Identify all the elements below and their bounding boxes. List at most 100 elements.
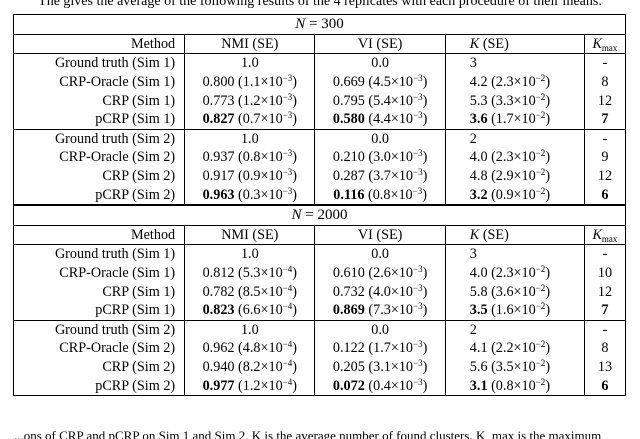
nmi-cell: 0.782 (8.5×10−4)	[184, 282, 316, 301]
kmax-cell: 6	[583, 185, 627, 205]
nmi-cell: 0.823 (6.6×10−4)	[184, 300, 316, 320]
vi-cell-value: 0.210	[332, 149, 365, 166]
vi-cell-value: 0.0	[371, 55, 389, 72]
nmi-cell-value: 0.963	[202, 186, 235, 203]
method-cell: CRP (Sim 2)	[12, 166, 186, 186]
kmax-cell: 13	[583, 357, 627, 377]
vi-cell: 0.0	[314, 244, 446, 264]
vi-cell: 0.869 (7.3×10−3)	[314, 300, 446, 320]
vi-cell-se: (4.4×10−3)	[368, 110, 428, 128]
results-table: N = 300 Method NMI (SE) VI (SE) K (SE) Kmax Gr…	[12, 14, 627, 396]
method-cell: CRP-Oracle (Sim 2)	[12, 148, 186, 167]
k-cell-value: 5.6	[469, 358, 488, 375]
k-cell: 4.8 (2.9×10−2)	[444, 166, 585, 186]
nmi-cell-se: (0.7×10−3)	[238, 110, 298, 128]
vi-cell: 0.0	[314, 53, 446, 73]
k-cell-value: 2	[469, 321, 477, 338]
k-cell: 3.5 (1.6×10−2)	[444, 300, 585, 320]
vi-cell-se: (2.6×10−3)	[368, 264, 428, 282]
k-cell: 3	[444, 53, 585, 73]
vi-cell-se: (4.0×10−3)	[368, 282, 428, 300]
nmi-cell-se: (8.2×10−4)	[238, 357, 298, 375]
method-cell: pCRP (Sim 2)	[12, 185, 186, 205]
nmi-cell: 0.977 (1.2×10−4)	[184, 376, 316, 396]
nmi-cell-se: (0.8×10−3)	[238, 148, 298, 166]
nmi-cell-se: (8.5×10−4)	[238, 282, 298, 300]
nmi-cell: 1.0	[184, 244, 316, 264]
k-cell-value: 4.1	[469, 340, 488, 357]
k-cell-se: (0.8×10−2)	[491, 376, 551, 394]
nmi-cell-value: 0.773	[202, 92, 235, 109]
n-label: N = 300	[13, 14, 626, 35]
nmi-cell-value: 1.0	[240, 246, 259, 263]
vi-cell-value: 0.795	[332, 92, 365, 109]
method-cell: CRP (Sim 1)	[12, 282, 186, 301]
vi-cell-value: 0.287	[332, 168, 365, 185]
k-cell-se: (2.3×10−2)	[491, 73, 551, 91]
k-cell-se: (1.7×10−2)	[491, 110, 551, 128]
nmi-cell-se: (4.8×10−4)	[238, 339, 298, 357]
table-row: pCRP (Sim 2) 0.977 (1.2×10−4) 0.072 (0.4×1…	[12, 376, 627, 396]
table-row: pCRP (Sim 1) 0.823 (6.6×10−4) 0.869 (7.3×1…	[12, 300, 627, 320]
k-symbol: K	[469, 35, 480, 52]
vi-cell-se: (7.3×10−3)	[368, 301, 428, 319]
nmi-cell-value: 0.823	[202, 302, 235, 319]
vi-cell-se: (0.4×10−3)	[368, 376, 428, 394]
method-cell: CRP-Oracle (Sim 1)	[12, 263, 186, 283]
nmi-cell-value: 0.827	[202, 111, 235, 128]
vi-cell-se: (3.7×10−3)	[368, 167, 428, 185]
vi-cell-se: (5.4×10−3)	[368, 91, 428, 109]
table-row: CRP (Sim 2) 0.917 (0.9×10−3) 0.287 (3.7×10…	[12, 166, 627, 186]
vi-cell: 0.210 (3.0×10−3)	[314, 148, 446, 167]
column-header: NMI (SE)	[184, 225, 316, 246]
k-cell: 3.6 (1.7×10−2)	[444, 109, 585, 130]
column-header: NMI (SE)	[184, 34, 316, 55]
column-header: Kmax	[583, 34, 627, 55]
vi-cell-value: 0.205	[332, 358, 365, 375]
nmi-cell: 0.940 (8.2×10−4)	[184, 357, 316, 377]
k-cell-se: (2.2×10−2)	[491, 339, 551, 357]
column-header: Kmax	[583, 225, 627, 246]
results-table-body: N = 300 Method NMI (SE) VI (SE) K (SE) Kmax Gr…	[12, 14, 627, 396]
table-row: CRP-Oracle (Sim 1) 0.812 (5.3×10−4) 0.610 …	[12, 263, 627, 283]
nmi-cell: 0.800 (1.1×10−3)	[184, 72, 316, 92]
column-header-row: Method NMI (SE) VI (SE) K (SE) Kmax	[12, 34, 627, 55]
k-cell-se: (1.6×10−2)	[491, 301, 551, 319]
method-cell: CRP-Oracle (Sim 1)	[12, 72, 186, 92]
vi-cell: 0.0	[314, 319, 446, 340]
vi-cell-value: 0.580	[332, 111, 365, 128]
method-cell: CRP (Sim 1)	[12, 91, 186, 110]
nmi-cell-se: (1.1×10−3)	[238, 73, 298, 91]
vi-cell-value: 0.732	[332, 283, 365, 300]
table-row: CRP (Sim 1) 0.782 (8.5×10−4) 0.732 (4.0×10…	[12, 282, 627, 301]
vi-cell: 0.580 (4.4×10−3)	[314, 109, 446, 130]
table-row: Ground truth (Sim 1) 1.0 0.0 3 -	[12, 53, 627, 73]
k-cell-value: 3.6	[469, 111, 488, 128]
k-cell: 3.2 (0.9×10−2)	[444, 185, 585, 205]
nmi-cell-value: 0.937	[202, 149, 235, 166]
nmi-cell: 0.812 (5.3×10−4)	[184, 263, 316, 283]
column-header: VI (SE)	[314, 34, 446, 55]
nmi-cell-value: 0.962	[202, 340, 235, 357]
vi-cell: 0.122 (1.7×10−3)	[314, 339, 446, 358]
vi-cell-value: 0.669	[332, 74, 365, 91]
vi-cell: 0.669 (4.5×10−3)	[314, 72, 446, 92]
vi-cell: 0.116 (0.8×10−3)	[314, 185, 446, 205]
n-header-row: N = 2000	[13, 203, 626, 226]
k-cell-value: 3	[469, 246, 477, 263]
vi-cell-se: (1.7×10−3)	[368, 339, 428, 357]
n-header-row: N = 300	[13, 14, 626, 35]
k-cell: 4.1 (2.2×10−2)	[444, 339, 585, 358]
table-row: Ground truth (Sim 1) 1.0 0.0 3 -	[12, 244, 627, 264]
method-cell: Ground truth (Sim 1)	[12, 244, 186, 264]
k-symbol: K	[469, 226, 480, 243]
kmax-cell: -	[583, 53, 627, 73]
nmi-cell-value: 0.782	[202, 283, 235, 300]
method-cell: pCRP (Sim 1)	[12, 300, 186, 320]
table-row: pCRP (Sim 1) 0.827 (0.7×10−3) 0.580 (4.4×1…	[12, 109, 627, 130]
k-cell-se: (2.9×10−2)	[491, 167, 551, 185]
nmi-cell: 0.827 (0.7×10−3)	[184, 109, 316, 130]
kmax-cell: -	[583, 128, 627, 149]
k-cell-value: 2	[469, 130, 477, 147]
vi-cell-value: 0.0	[371, 321, 389, 338]
